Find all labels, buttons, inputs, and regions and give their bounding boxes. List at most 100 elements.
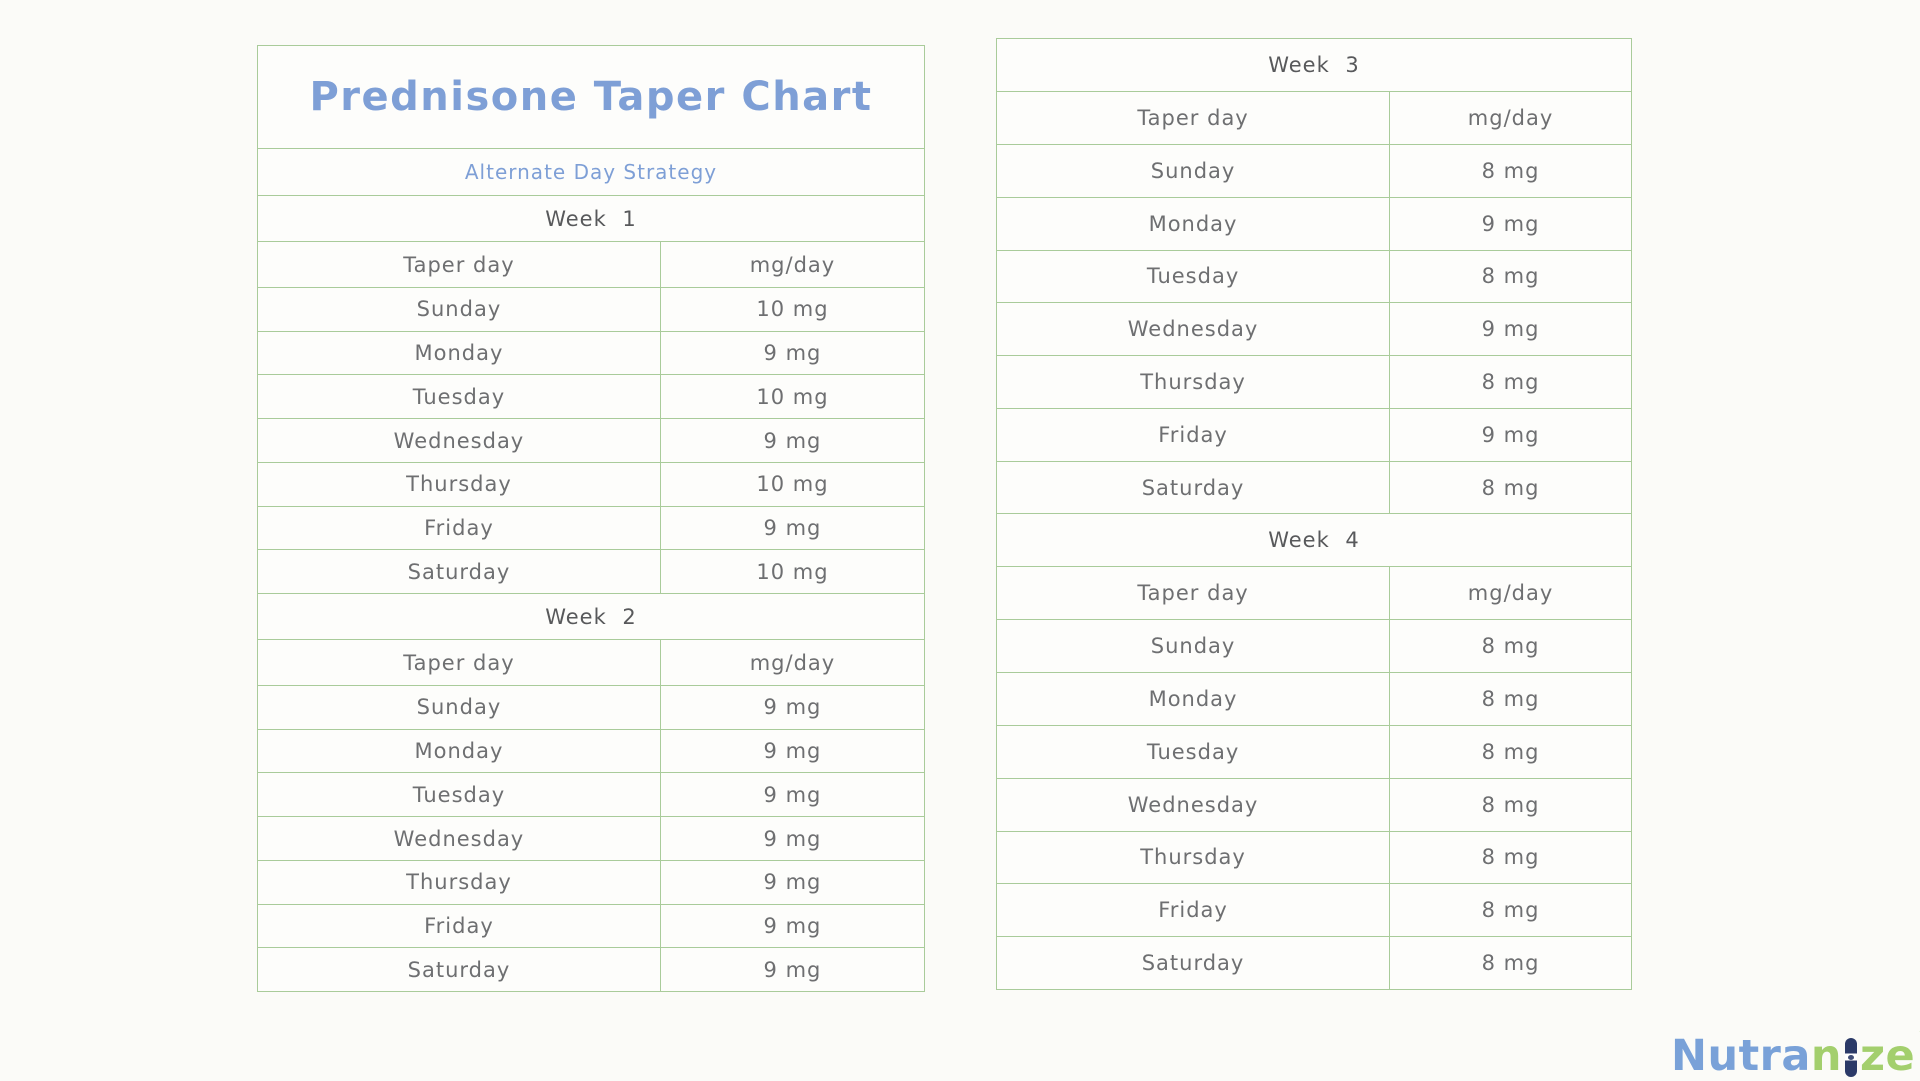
table-row: Saturday 8 mg <box>997 937 1631 989</box>
taper-day-cell: Monday <box>258 729 661 773</box>
column-header-mg-day: mg/day <box>749 650 836 675</box>
table-row: Thursday 8 mg <box>997 356 1631 409</box>
taper-day-cell: Friday <box>258 904 661 948</box>
table-row: Saturday 9 mg <box>258 948 924 992</box>
taper-day-cell: Thursday <box>258 462 661 506</box>
table-row: Saturday 8 mg <box>997 461 1631 515</box>
table-row: Sunday 8 mg <box>997 620 1631 674</box>
page-title: Prednisone Taper Chart <box>309 74 873 120</box>
table-row: Saturday 10 mg <box>258 550 924 595</box>
table-row: Wednesday 9 mg <box>997 303 1631 357</box>
taper-day-cell: Sunday <box>997 145 1391 197</box>
page-subtitle: Alternate Day Strategy <box>464 160 718 184</box>
week-3-label: Week 3 <box>1268 53 1360 77</box>
taper-day-cell: Saturday <box>258 550 661 594</box>
table-row: Wednesday 9 mg <box>258 419 924 463</box>
nutranize-logo: Nutra n ze ™ <box>1671 1030 1920 1078</box>
taper-day-cell: Tuesday <box>997 726 1391 778</box>
week-4-column-header-row: Taper day mg/day <box>997 567 1631 621</box>
dose-cell: 8 mg <box>1481 634 1540 659</box>
week-2-header: Week 2 <box>258 594 924 641</box>
dose-cell: 9 mg <box>763 341 822 366</box>
week-2-label: Week 2 <box>545 604 637 629</box>
title-row: Prednisone Taper Chart <box>258 46 924 149</box>
taper-day-cell: Tuesday <box>258 375 661 419</box>
dose-cell: 9 mg <box>763 428 822 453</box>
table-row: Friday 9 mg <box>258 904 924 949</box>
taper-day-cell: Monday <box>258 331 661 375</box>
table-row: Monday 9 mg <box>258 331 924 376</box>
dose-cell: 9 mg <box>763 739 822 764</box>
taper-day-cell: Friday <box>258 506 661 550</box>
dose-cell: 10 mg <box>756 472 829 497</box>
table-row: Sunday 10 mg <box>258 288 924 332</box>
dose-cell: 9 mg <box>763 957 822 982</box>
taper-day-cell: Saturday <box>258 948 661 992</box>
table-row: Friday 9 mg <box>258 506 924 551</box>
dose-cell: 9 mg <box>1481 317 1540 342</box>
logo-text-n: n <box>1810 1031 1843 1081</box>
dose-cell: 9 mg <box>763 515 822 540</box>
dose-cell: 10 mg <box>756 384 829 409</box>
column-header-taper-day: Taper day <box>258 640 661 686</box>
taper-day-cell: Monday <box>997 673 1391 726</box>
column-header-taper-day: Taper day <box>258 242 661 287</box>
table-row: Tuesday 8 mg <box>997 726 1631 779</box>
dose-cell: 9 mg <box>763 913 822 938</box>
table-row: Wednesday 9 mg <box>258 817 924 861</box>
taper-day-cell: Thursday <box>997 356 1391 408</box>
taper-day-cell: Wednesday <box>258 817 661 860</box>
column-header-mg-day: mg/day <box>1467 581 1554 606</box>
taper-day-cell: Wednesday <box>997 778 1391 831</box>
taper-day-cell: Sunday <box>258 686 661 729</box>
dose-cell: 8 mg <box>1481 475 1540 500</box>
column-header-taper-day: Taper day <box>997 567 1391 620</box>
table-row: Sunday 8 mg <box>997 145 1631 198</box>
table-row: Monday 9 mg <box>997 197 1631 251</box>
table-row: Friday 9 mg <box>997 408 1631 462</box>
dose-cell: 10 mg <box>756 559 829 584</box>
dose-cell: 8 mg <box>1481 898 1540 923</box>
week-1-column-header-row: Taper day mg/day <box>258 242 924 288</box>
taper-day-cell: Sunday <box>258 288 661 331</box>
table-row: Monday 9 mg <box>258 729 924 774</box>
dose-cell: 9 mg <box>1481 211 1540 236</box>
week-3-column-header-row: Taper day mg/day <box>997 92 1631 145</box>
dose-cell: 8 mg <box>1481 158 1540 183</box>
table-row: Thursday 10 mg <box>258 462 924 507</box>
taper-day-cell: Friday <box>997 408 1391 461</box>
dose-cell: 8 mg <box>1481 845 1540 870</box>
week-4-label: Week 4 <box>1268 528 1360 553</box>
taper-day-cell: Monday <box>997 197 1391 250</box>
dose-cell: 9 mg <box>763 870 822 895</box>
table-row: Thursday 8 mg <box>997 831 1631 885</box>
table-row: Tuesday 8 mg <box>997 250 1631 304</box>
logo-text-ze: ze <box>1860 1031 1916 1081</box>
dose-cell: 8 mg <box>1481 370 1540 395</box>
taper-chart-panel-left: Prednisone Taper Chart Alternate Day Str… <box>257 45 925 992</box>
dose-cell: 8 mg <box>1481 687 1540 712</box>
column-header-mg-day: mg/day <box>749 252 836 277</box>
column-header-taper-day: Taper day <box>997 92 1391 144</box>
table-row: Tuesday 10 mg <box>258 375 924 420</box>
taper-day-cell: Sunday <box>997 620 1391 673</box>
dose-cell: 9 mg <box>763 695 822 720</box>
taper-day-cell: Tuesday <box>258 773 661 817</box>
taper-day-cell: Thursday <box>997 831 1391 884</box>
subtitle-row: Alternate Day Strategy <box>258 149 924 196</box>
table-row: Wednesday 8 mg <box>997 778 1631 832</box>
taper-day-cell: Wednesday <box>258 419 661 462</box>
taper-chart-panel-right: Week 3 Taper day mg/day Sunday 8 mg Mond… <box>996 38 1632 990</box>
logo-text-nutra: Nutra <box>1671 1031 1811 1081</box>
table-row: Thursday 9 mg <box>258 860 924 905</box>
week-2-column-header-row: Taper day mg/day <box>258 640 924 687</box>
table-row: Sunday 9 mg <box>258 686 924 730</box>
dose-cell: 9 mg <box>763 826 822 851</box>
dose-cell: 8 mg <box>1481 739 1540 764</box>
taper-day-cell: Friday <box>997 884 1391 937</box>
dose-cell: 10 mg <box>756 297 829 322</box>
column-header-mg-day: mg/day <box>1467 106 1554 130</box>
taper-day-cell: Wednesday <box>997 303 1391 356</box>
dose-cell: 9 mg <box>763 782 822 807</box>
week-1-header: Week 1 <box>258 196 924 242</box>
